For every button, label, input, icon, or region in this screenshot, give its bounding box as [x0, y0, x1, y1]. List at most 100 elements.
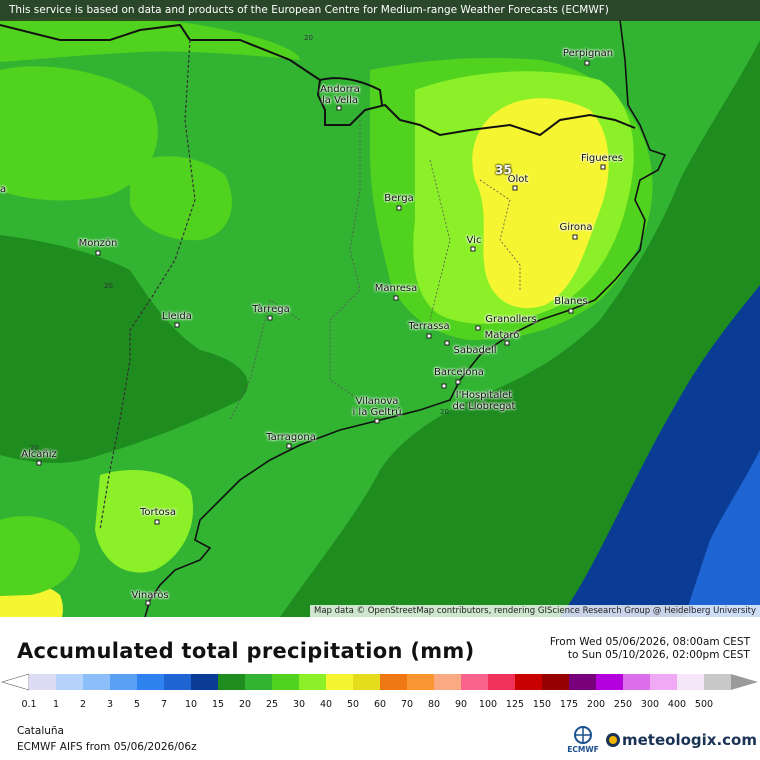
scale-tick-label: 250	[613, 699, 633, 710]
city-label-alcaniz: Alcañiz	[21, 449, 57, 460]
scale-swatch	[353, 674, 381, 690]
scale-tick-label: 100	[478, 699, 498, 710]
scale-swatch	[272, 674, 300, 690]
city-marker	[267, 315, 273, 321]
scale-swatch	[434, 674, 462, 690]
scale-tick-label: 60	[373, 699, 387, 710]
scale-swatch	[245, 674, 273, 690]
city-label-tarragona: Tarragona	[266, 432, 316, 443]
city-label-sabadell: Sabadell	[453, 345, 497, 356]
city-label-olot: Olot	[507, 174, 529, 185]
city-marker	[396, 205, 402, 211]
scale-swatch	[488, 674, 516, 690]
legend-title: Accumulated total precipitation (mm)	[17, 639, 475, 663]
meteologix-sun-icon	[606, 733, 620, 747]
contour-label: 20	[30, 444, 39, 452]
scale-tick-label: 30	[292, 699, 306, 710]
max-value-label: 35	[495, 163, 512, 177]
city-marker	[145, 600, 151, 606]
scale-tick-label: 80	[427, 699, 441, 710]
scale-tick-label: 500	[694, 699, 714, 710]
map-attribution: Map data © OpenStreetMap contributors, r…	[310, 605, 760, 617]
city-marker	[393, 295, 399, 301]
city-marker	[568, 308, 574, 314]
scale-tick-label: 300	[640, 699, 660, 710]
color-scale-ticks: 0.1 1 2 3 5 7 10 15 20 25 30 40 50 60 70 80 90 100 125 150 1…	[0, 699, 760, 711]
scale-tick-label: 5	[133, 699, 141, 710]
scale-tick-label: 70	[400, 699, 414, 710]
scale-swatch	[137, 674, 165, 690]
city-label-vinaros: Vinaròs	[131, 590, 169, 601]
city-label-lleida: Lleida	[162, 311, 192, 322]
city-marker	[174, 322, 180, 328]
border-andorra	[319, 77, 383, 106]
city-label-figueres: Figueres	[581, 153, 623, 164]
period-from: From Wed 05/06/2026, 08:00am CEST	[549, 636, 750, 648]
precip-zone-sw-30	[95, 470, 194, 573]
scale-tick-label: 0.1	[21, 699, 37, 710]
city-marker	[286, 443, 292, 449]
scale-tick-label: 150	[532, 699, 552, 710]
scale-tick-label: 40	[319, 699, 333, 710]
ecmwf-logo: ECMWF	[562, 725, 604, 757]
city-label-tarrega: Tàrrega	[252, 304, 290, 315]
scale-tick-label: 400	[667, 699, 687, 710]
border-aragon	[99, 39, 196, 531]
city-label-vilanova: Vilanova i la Geltrú	[352, 396, 402, 418]
city-label-mataro: Mataró	[484, 330, 520, 341]
city-marker	[600, 164, 606, 170]
scale-tick-label: 50	[346, 699, 360, 710]
scale-tick-label: 25	[265, 699, 279, 710]
scale-swatch	[407, 674, 435, 690]
city-label-berga: Berga	[384, 193, 414, 204]
scale-swatch	[461, 674, 489, 690]
scale-tick-label: 10	[184, 699, 198, 710]
scale-swatch	[542, 674, 570, 690]
city-label-barcelona: Barcelona	[434, 367, 484, 378]
contour-label: 20	[104, 282, 113, 290]
scale-tick-label: 90	[454, 699, 468, 710]
legend-panel: Accumulated total precipitation (mm) Fro…	[0, 617, 760, 760]
city-marker	[470, 246, 476, 252]
city-marker	[455, 379, 461, 385]
color-scale-bar	[0, 673, 758, 691]
precip-zone-sea-blue	[560, 285, 760, 617]
coastline	[144, 19, 667, 617]
meteologix-brand[interactable]: meteologix.com	[606, 731, 757, 749]
city-label-terrassa: Terrassa	[408, 321, 450, 332]
scale-swatch	[623, 674, 651, 690]
city-marker	[374, 418, 380, 424]
scale-swatch	[164, 674, 192, 690]
precipitation-map[interactable]: This service is based on data and produc…	[0, 0, 760, 617]
city-label-perpignan: Perpignan	[562, 48, 614, 59]
city-marker	[95, 250, 101, 256]
precip-zone-nw-25	[0, 66, 158, 201]
scale-tick-label: 7	[160, 699, 168, 710]
region-label: Cataluña	[17, 725, 64, 737]
meteologix-brand-text: meteologix.com	[622, 731, 757, 749]
scale-tick-label: 175	[559, 699, 579, 710]
city-marker	[512, 185, 518, 191]
city-marker	[584, 60, 590, 66]
scale-swatch	[596, 674, 624, 690]
scale-tick-label: 15	[211, 699, 225, 710]
scale-swatch	[326, 674, 354, 690]
scale-swatch	[56, 674, 84, 690]
city-marker	[572, 234, 578, 240]
precip-zone-west-dark	[0, 235, 248, 463]
scale-tick-label: 125	[505, 699, 525, 710]
scale-tick-label: 1	[52, 699, 60, 710]
city-marker	[426, 333, 432, 339]
map-canvas	[0, 0, 760, 617]
city-label-manresa: Manresa	[374, 283, 418, 294]
border-france-spain	[0, 23, 636, 137]
scale-swatch	[569, 674, 597, 690]
precip-zone-w-25	[130, 156, 232, 241]
city-label-girona: Girona	[559, 222, 593, 233]
scale-swatch	[380, 674, 408, 690]
ecmwf-disclaimer-banner: This service is based on data and produc…	[0, 0, 760, 21]
province-border-2	[429, 159, 451, 321]
scale-tick-label: 3	[106, 699, 114, 710]
precip-zone-top-25	[0, 16, 300, 62]
city-marker	[336, 105, 342, 111]
